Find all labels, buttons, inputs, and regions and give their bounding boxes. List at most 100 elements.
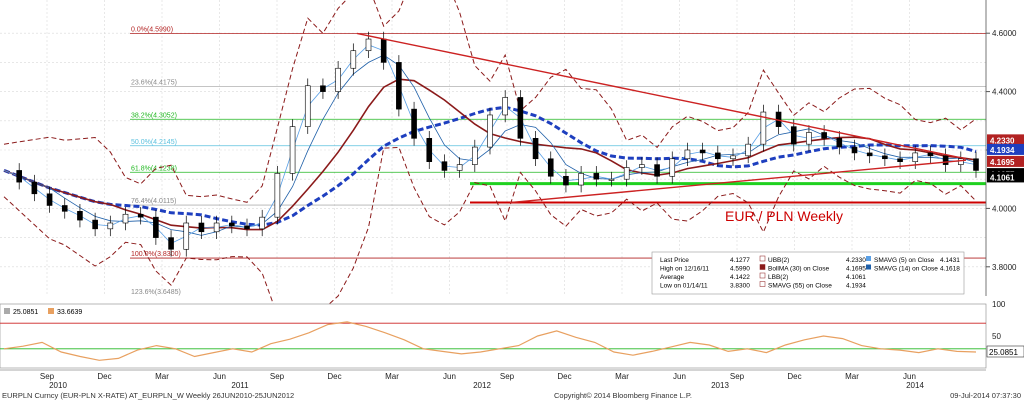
x-month-label: Dec [327,372,341,381]
candle-body [836,138,843,148]
legend-row-value: 4.1422 [730,274,750,281]
candle-body [639,164,645,168]
x-month-label: Dec [787,372,801,381]
candle-body [472,146,478,165]
candle-body [912,152,919,162]
x-year-label: 2010 [49,381,67,390]
legend-row-value: 4.5990 [730,266,750,273]
legend-row-label: Last Price [660,257,689,264]
ascending-trendline [509,159,967,204]
x-year-label: 2012 [473,381,491,390]
candle-body [487,114,493,148]
candle-body [411,108,417,139]
legend-row-label: SMAVG (55) on Close [768,283,832,290]
x-month-label: Sep [270,372,285,381]
candle-body [927,152,934,157]
candle-body [46,193,53,206]
candle-body [441,161,448,171]
oscillator-line [3,321,977,361]
candle-body [274,173,281,218]
price-tag [987,171,1024,183]
descending-trendline [356,32,967,160]
price-tag [987,134,1024,146]
legend-box: Last Price 4.1277 High on 12/16/11 4.5990 Av… [651,251,965,295]
candle-body [866,152,873,157]
candle-body [532,138,539,160]
price-tag-label: 4.1061 [990,173,1015,182]
x-month-label: Sep [40,372,55,381]
candle-body [92,219,98,230]
osc-legend-swatch [4,308,10,314]
candle-body [289,126,296,174]
osc-legend-label: 25.0851 [13,309,38,316]
x-month-label: Sep [730,372,745,381]
candle-body [593,173,600,180]
candle-body [851,146,858,154]
x-month-label: Dec [557,372,571,381]
candle-body [229,222,235,227]
x-month-label: Mar [845,372,859,381]
candle-body [320,85,326,92]
x-month-label: Jun [443,372,456,381]
candle-body [790,126,797,145]
osc-tick-label: 100 [992,300,1006,309]
x-month-label: Dec [97,372,111,381]
candle-body [578,173,584,186]
legend-row-value: 3.8300 [730,283,750,290]
candle-body [608,178,615,181]
y-tick-label: 4.0000 [992,204,1017,213]
legend-swatch [759,272,766,279]
upper-bollinger-band [3,0,977,203]
fib-label: 23.6%(4.4175) [131,79,177,86]
footer-right: 09-Jul-2014 07:37:30 [950,391,1021,400]
candle-body [623,167,630,180]
x-month-label: Jun [673,372,686,381]
candle-body [107,222,114,230]
legend-row-value: 4.1277 [730,257,750,264]
x-year-label: 2013 [711,381,729,390]
legend-swatch [759,281,766,287]
candle-body [244,225,250,230]
fib-label: 123.6%(3.6485) [131,289,181,296]
candle-body [396,62,402,110]
candle-body [897,158,903,162]
x-year-label: 2014 [906,381,924,390]
candle-body [745,143,751,157]
legend-row-label: UBB(2) [768,257,789,264]
candle-body [16,170,22,183]
candle-body [61,205,68,212]
candle-body [699,149,706,154]
candle-body [137,213,144,218]
candle-body [942,155,949,165]
osc-tick-label: 50 [992,332,1001,341]
candle-body [350,50,357,69]
y-tick-label: 4.6000 [992,29,1017,38]
y-tick-label: 4.4000 [992,88,1017,97]
legend-swatch [759,264,766,270]
candle-body [669,158,676,177]
osc-last-label: 25.0851 [989,348,1018,357]
candle-body [715,152,721,160]
fib-label: 61.8%(4.1238) [131,165,177,172]
candle-body [31,181,38,195]
candle-body [684,149,691,160]
x-month-label: Mar [385,372,399,381]
candle-body [806,132,812,145]
legend-row-label: High on 12/16/11 [660,266,709,273]
candle-body [502,97,508,116]
footer-center: Copyright© 2014 Bloomberg Finance L.P. [554,391,692,400]
price-tag [987,155,1024,167]
candle-body [654,164,660,177]
x-month-label: Jun [903,372,916,381]
fib-label: 100.0%(3.8300) [131,251,181,258]
candle-body [958,158,964,165]
legend-row-label: SMAVG (14) on Close [874,266,938,273]
candle-body [380,38,387,63]
fib-label: 38.2%(4.3052) [131,112,177,119]
candle-body [122,213,129,224]
footer-left: EURPLN Curncy (EUR-PLN X-RATE) AT_EURPLN… [2,391,294,400]
candle-body [547,158,554,177]
oscillator-panel [0,303,987,369]
